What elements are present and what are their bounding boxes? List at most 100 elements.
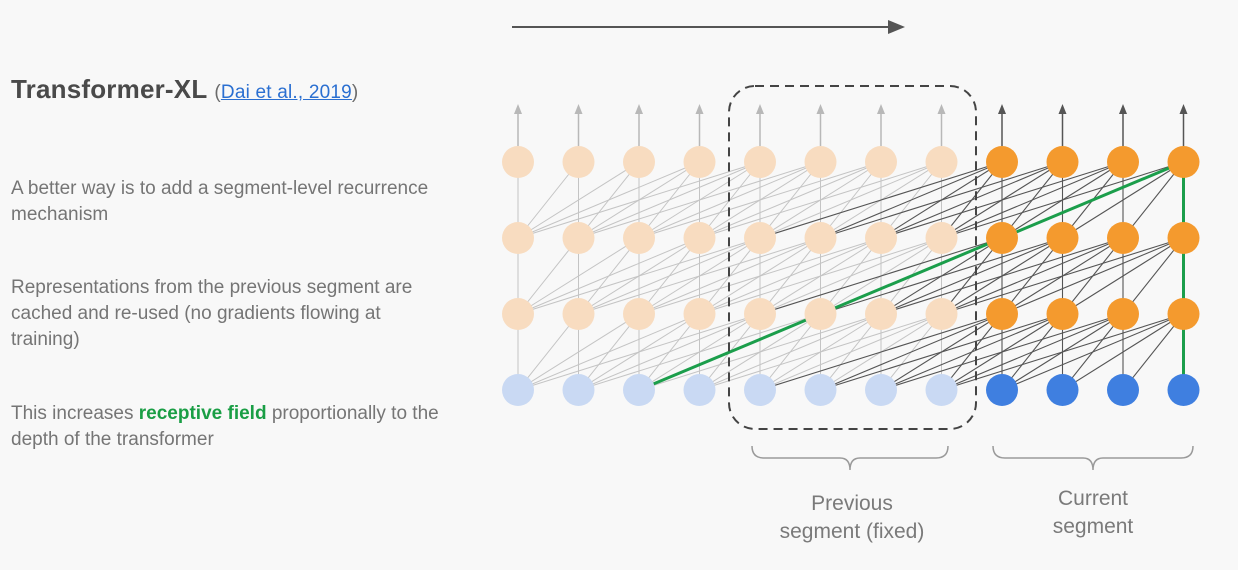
hidden-state-node-current	[986, 222, 1018, 254]
receptive-field-path	[638, 312, 822, 392]
hidden-state-node-previous	[865, 298, 897, 330]
output-arrow-head	[635, 104, 643, 114]
hidden-state-node-current	[1167, 298, 1200, 330]
input-token-node-previous	[502, 374, 534, 406]
output-arrow-head	[1119, 104, 1127, 114]
input-token-node-previous	[865, 374, 897, 406]
current-segment-label: Current segment	[1008, 485, 1178, 541]
connection-edge	[517, 237, 579, 315]
output-arrow-head	[998, 104, 1006, 114]
hidden-state-node-current	[1046, 146, 1079, 178]
hidden-state-node-previous	[865, 146, 897, 178]
connection-edge	[1122, 313, 1184, 391]
connection-edge	[638, 237, 821, 315]
connection-edge	[941, 161, 1124, 239]
hidden-state-node-previous	[623, 146, 655, 178]
hidden-state-node-previous	[683, 146, 716, 178]
input-token-node-current	[986, 374, 1018, 406]
receptive-field-path	[1001, 160, 1185, 240]
hidden-state-node-current	[1107, 146, 1139, 178]
hidden-state-node-previous	[502, 298, 534, 330]
hidden-state-node-current	[1107, 222, 1139, 254]
previous-segment-label: Previous segment (fixed)	[752, 490, 952, 546]
bullet-receptive-field: This increases receptive field proportio…	[11, 401, 451, 453]
connection-edge	[759, 237, 942, 315]
connection-edge	[880, 237, 1124, 315]
connection-edge	[1062, 237, 1184, 315]
connection-edge	[578, 237, 761, 315]
input-token-node-previous	[804, 374, 837, 406]
connection-edge	[517, 313, 579, 391]
connection-edge	[699, 161, 942, 239]
connection-edge	[578, 161, 821, 239]
hidden-state-node-previous	[502, 222, 534, 254]
title-text: Transformer-XL	[11, 74, 207, 104]
connection-edge	[1122, 237, 1184, 315]
previous-label-line2: segment (fixed)	[779, 520, 925, 543]
hidden-state-node-current	[1167, 222, 1200, 254]
output-arrow-head	[1179, 104, 1188, 114]
output-arrow-head	[695, 104, 704, 114]
hidden-state-node-previous	[744, 146, 776, 178]
connection-edge	[759, 313, 942, 391]
citation-link[interactable]: Dai et al., 2019	[220, 82, 352, 103]
output-arrow-head	[816, 104, 825, 114]
connection-edge	[517, 313, 761, 391]
hidden-state-node-previous	[925, 298, 958, 330]
citation-close: )	[351, 82, 359, 103]
hidden-state-node-previous	[562, 298, 595, 330]
connection-edge	[517, 237, 700, 315]
direction-arrow-head	[888, 20, 905, 34]
input-token-node-current	[1107, 374, 1139, 406]
connection-edge	[880, 161, 1124, 239]
connection-edge	[880, 313, 1124, 391]
hidden-state-node-previous	[925, 222, 958, 254]
connection-edge	[699, 313, 942, 391]
connection-edge	[638, 237, 882, 315]
slide-title: Transformer-XL (Dai et al., 2019)	[11, 74, 358, 105]
hidden-state-node-previous	[804, 298, 837, 330]
input-token-node-current	[1046, 374, 1079, 406]
para3-after: proportionally to the depth of the trans…	[11, 403, 439, 450]
hidden-state-node-current	[1046, 222, 1079, 254]
connection-edge	[941, 313, 1124, 391]
connection-edge	[517, 313, 640, 391]
current-segment-brace	[992, 445, 1194, 471]
output-arrow-head	[877, 104, 885, 114]
connection-edge	[578, 313, 761, 391]
connection-edge	[1122, 161, 1184, 239]
hidden-state-node-previous	[744, 222, 776, 254]
receptive-field-path	[819, 236, 1003, 316]
connection-edge	[578, 161, 761, 239]
connection-edge	[1001, 237, 1184, 315]
connection-edge	[941, 237, 1184, 315]
connection-edge	[578, 237, 821, 315]
connection-edge	[820, 313, 1063, 391]
hidden-state-node-current	[986, 146, 1018, 178]
connection-edge	[699, 237, 882, 315]
current-label-line1: Current	[1057, 487, 1129, 510]
connection-edge	[759, 161, 1003, 239]
connection-edge	[517, 161, 640, 239]
connection-edge	[517, 161, 761, 239]
hidden-state-node-previous	[925, 146, 958, 178]
connection-edge	[1062, 313, 1184, 391]
hidden-state-node-previous	[562, 222, 595, 254]
hidden-state-node-previous	[865, 222, 897, 254]
current-label-line2: segment	[1052, 515, 1134, 538]
citation-open: (	[214, 82, 221, 103]
output-arrow-head	[756, 104, 764, 114]
input-token-node-previous	[744, 374, 776, 406]
connection-edge	[820, 313, 1003, 391]
previous-segment-dashed-box	[728, 85, 977, 430]
input-token-node-current	[1167, 374, 1200, 406]
receptive-field-highlight: receptive field	[138, 403, 267, 424]
hidden-state-node-current	[1107, 298, 1139, 330]
output-arrow-head	[1058, 104, 1067, 114]
connection-edge	[517, 237, 761, 315]
hidden-state-node-previous	[683, 222, 716, 254]
bullet-cached-representations: Representations from the previous segmen…	[11, 277, 413, 350]
connection-edge	[880, 313, 1063, 391]
